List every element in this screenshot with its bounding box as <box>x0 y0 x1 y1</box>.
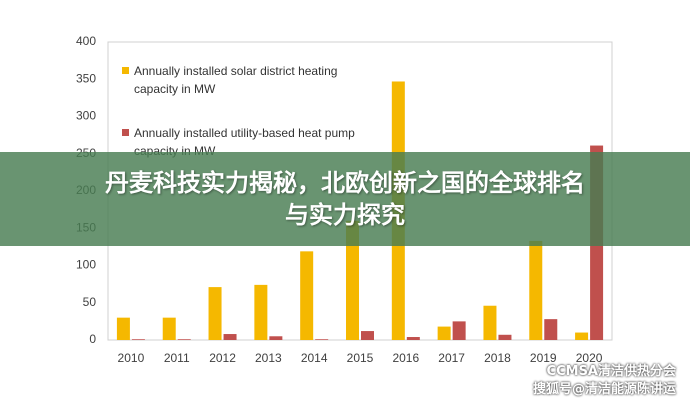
x-tick-label: 2018 <box>484 351 511 365</box>
bar <box>254 284 268 340</box>
bar <box>300 251 314 340</box>
bar <box>529 240 543 340</box>
bar <box>544 319 558 340</box>
bar <box>116 317 130 340</box>
banner: 丹麦科技实力揭秘，北欧创新之国的全球排名与实力探究 <box>0 152 690 246</box>
bar <box>346 220 359 340</box>
x-tick-label: 2016 <box>392 351 419 365</box>
legend-swatch <box>122 67 129 74</box>
watermark: CCMSA清洁供热分会 <box>546 364 676 379</box>
y-tick-label: 350 <box>76 71 96 85</box>
y-tick-label: 50 <box>83 295 97 309</box>
bar <box>452 321 466 340</box>
legend-label: Annually installed solar district heatin… <box>134 64 338 96</box>
bar <box>208 287 222 340</box>
banner-title: 丹麦科技实力揭秘，北欧创新之国的全球排名与实力探究 <box>105 169 585 229</box>
x-tick-label: 2011 <box>164 351 190 365</box>
x-tick-label: 2017 <box>438 351 465 365</box>
bar <box>483 305 497 340</box>
legend-swatch <box>122 129 129 136</box>
x-tick-label: 2013 <box>255 351 282 365</box>
bar <box>315 339 329 340</box>
y-tick-label: 300 <box>76 109 96 123</box>
y-tick-label: 100 <box>76 258 96 272</box>
bar <box>575 332 589 340</box>
x-tick-label: 2019 <box>530 351 557 365</box>
x-tick-label: 2010 <box>118 351 145 365</box>
x-tick-label: 2012 <box>209 351 236 365</box>
bar <box>269 336 283 340</box>
x-tick-label: 2014 <box>301 351 328 365</box>
y-tick-label: 400 <box>76 34 96 48</box>
bar <box>131 339 145 340</box>
bar <box>177 339 191 340</box>
x-tick-label: 2020 <box>576 351 603 365</box>
bar <box>223 334 237 340</box>
y-tick-label: 0 <box>89 332 96 346</box>
bar <box>437 326 451 340</box>
bar <box>361 331 374 340</box>
bar <box>498 334 512 340</box>
watermark: 搜狐号@清洁能源陈讲运 <box>532 382 676 397</box>
x-tick-label: 2015 <box>347 351 374 365</box>
bar <box>162 317 176 340</box>
bar <box>406 337 420 340</box>
